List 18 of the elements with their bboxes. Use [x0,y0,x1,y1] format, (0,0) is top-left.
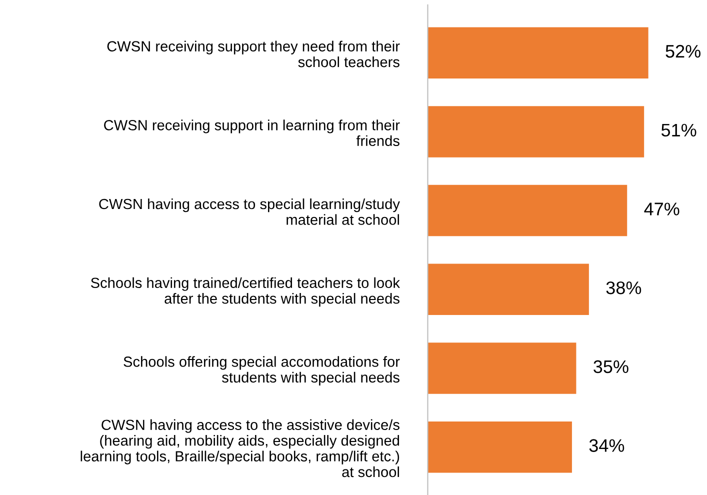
bar [428,421,572,473]
data-label: 51% [661,124,696,137]
bar [428,106,644,158]
bar [428,184,628,236]
y-tick-label: CWSN receiving support they need from their school teachers [107,40,400,68]
bar [428,342,576,394]
data-label: 38% [606,281,642,294]
y-tick-label: CWSN having access to the assistive device/s (hearing aid, mobility aids, especially designed learning tools, Braille/special books, ramp/lift etc.) at school [80,419,400,478]
y-tick-label: CWSN having access to special learning/study material at school [99,198,400,225]
bar [428,264,589,316]
data-label: 47% [644,202,680,216]
y-tick-label: CWSN receiving support in learning from their friends [104,120,400,146]
y-tick-label: Schools offering special accomodations for students with special needs [124,356,400,386]
bar [428,27,648,78]
data-label: 35% [594,360,628,374]
data-label: 34% [589,439,624,452]
data-label: 52% [666,44,700,58]
y-tick-label: Schools having trained/certified teachers to look after the students with special needs [90,277,400,307]
